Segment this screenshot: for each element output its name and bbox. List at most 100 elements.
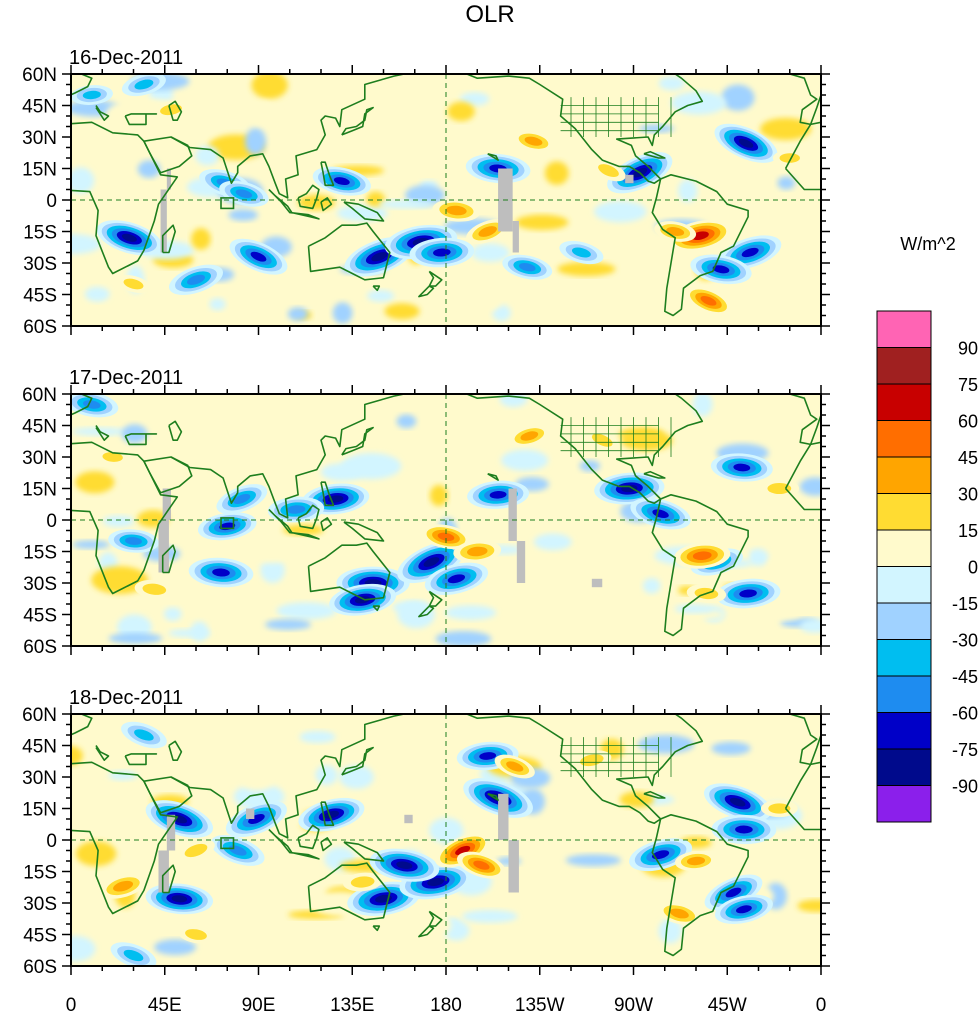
coastline (789, 714, 821, 766)
y-tick-label: 45N (22, 97, 57, 118)
colorbar-swatch (876, 602, 932, 640)
y-tick-label: 15N (22, 800, 57, 821)
anomaly-contour (466, 546, 488, 557)
background-anomaly-patch (638, 124, 675, 133)
coastline (95, 425, 110, 441)
background-anomaly-patch (557, 261, 616, 277)
x-tick-label: 135E (330, 995, 374, 1014)
missing-data-region (158, 520, 169, 573)
x-tick-label: 180 (430, 995, 462, 1014)
y-tick-label: 45N (22, 417, 57, 438)
y-tick-label: 0 (46, 831, 57, 852)
anomaly-contour (520, 431, 539, 441)
olr-anomaly-field (71, 394, 821, 646)
coastline (71, 394, 93, 416)
colorbar-label: W/m^2 (900, 234, 955, 254)
background-anomaly-patch (163, 607, 182, 621)
anomaly-contour (323, 810, 340, 819)
anomaly-contour (692, 551, 712, 561)
coastline (341, 426, 374, 456)
colorbar-tick-label: 45 (958, 448, 978, 468)
y-tick-label: 60N (22, 385, 57, 406)
island-box (220, 517, 235, 530)
coastline (307, 222, 391, 281)
coastline (784, 441, 821, 489)
background-anomaly-patch (501, 449, 549, 471)
background-anomaly-patch (379, 153, 434, 172)
coastline (643, 470, 666, 479)
coastline (268, 828, 320, 860)
background-anomaly-patch (429, 817, 464, 844)
background-anomaly-patch (299, 730, 336, 744)
background-anomaly-patch (765, 433, 796, 448)
background-anomaly-patch (339, 765, 374, 789)
background-anomaly-patch (327, 77, 362, 100)
y-tick-label: 45N (22, 737, 57, 758)
background-anomaly-patch (384, 303, 420, 320)
background-anomaly-patch (711, 741, 751, 755)
colorbar-swatch (876, 420, 932, 458)
coastline (785, 807, 821, 831)
x-tick-label: 0 (816, 995, 827, 1014)
colorbar-swatch (876, 529, 932, 567)
background-anomaly-patch (680, 507, 738, 527)
background-anomaly-patch (692, 394, 713, 417)
olr-anomaly-field (71, 74, 821, 326)
background-anomaly-patch (554, 788, 610, 805)
coastline (307, 542, 391, 601)
coastline (418, 925, 435, 938)
coastline (320, 801, 335, 827)
background-anomaly-patch (246, 101, 279, 125)
background-anomaly-patch (721, 84, 755, 111)
anomaly-contour (160, 104, 182, 116)
coastline (168, 740, 183, 761)
coastline (297, 504, 320, 530)
anomaly-contour (248, 814, 265, 824)
x-tick-label: 90E (242, 995, 276, 1014)
background-anomaly-patch (91, 566, 148, 595)
coastline (487, 153, 499, 161)
missing-data-region (516, 541, 526, 583)
background-anomaly-patch (678, 179, 698, 203)
y-tick-label: 45S (23, 926, 57, 947)
coastline (71, 714, 93, 736)
anomaly-contour (187, 274, 205, 285)
anomaly-contour (171, 895, 188, 903)
anomaly-contour (669, 908, 689, 919)
missing-data-region (158, 850, 169, 893)
missing-data-region (508, 840, 519, 893)
background-anomaly-patch (84, 286, 110, 302)
coastline (71, 74, 93, 96)
background-anomaly-patch (618, 529, 666, 547)
anomaly-contour (736, 905, 752, 914)
map-panel-2: 17-Dec-2011 60N 45N 30N 15N 0 15S 30S 45S 60S (22, 367, 830, 658)
background-anomaly-patch (594, 200, 647, 223)
x-tick-label: 90W (614, 995, 653, 1014)
background-anomaly-patch (799, 619, 821, 633)
coastline (466, 394, 704, 504)
anomaly-contour (142, 583, 167, 595)
y-tick-label: 45S (23, 286, 57, 307)
coastline (466, 714, 704, 824)
colorbar-tick-label: -60 (952, 704, 978, 724)
background-anomaly-patch (102, 515, 135, 528)
missing-data-region (591, 578, 603, 588)
olr-anomaly-field (71, 714, 821, 966)
colorbar-tick-label: 0 (968, 558, 978, 578)
colorbar-tick-label: 90 (958, 339, 978, 359)
background-anomaly-patch (658, 76, 685, 91)
coastline (651, 174, 749, 317)
background-anomaly-patch (642, 578, 661, 594)
background-anomaly-patch (332, 302, 353, 324)
colorbar-tick-label: -75 (952, 740, 978, 760)
anomaly-contour (767, 482, 792, 495)
anomaly-contour (666, 227, 685, 236)
anomaly-contour (396, 861, 413, 870)
anomaly-contour (768, 803, 791, 814)
missing-data-region (404, 814, 413, 824)
map-panel-3: 18-Dec-2011 60N 45N 30N 15N 0 15S 30S 45S 60S 0 45E… (22, 687, 830, 1014)
anomaly-contour (134, 79, 154, 90)
y-tick-label: 15S (23, 543, 57, 564)
y-tick-label: 15S (23, 223, 57, 244)
background-anomaly-patch (378, 199, 434, 209)
